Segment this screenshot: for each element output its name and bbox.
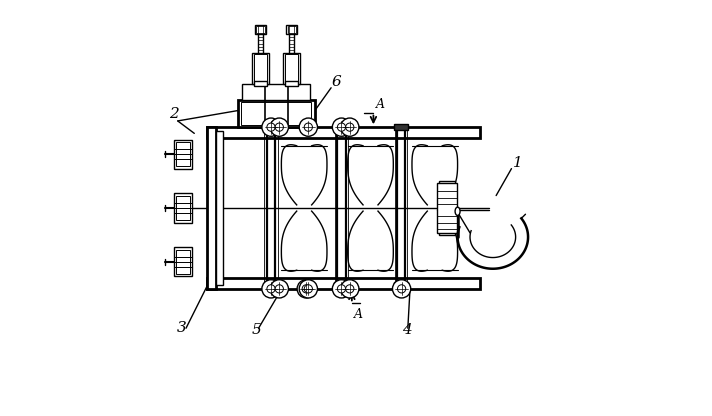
Ellipse shape [455,207,460,215]
Circle shape [337,123,345,131]
Text: 1: 1 [513,156,523,170]
Circle shape [304,285,313,293]
Circle shape [346,123,354,131]
Circle shape [297,280,315,298]
Text: 5: 5 [251,324,261,337]
Text: A: A [355,308,363,321]
Bar [254,81,267,86]
Circle shape [337,285,345,293]
Circle shape [302,285,310,293]
Circle shape [262,280,280,298]
Text: A: A [376,99,385,111]
Bar [255,25,266,34]
Bar [238,100,315,127]
Bar [256,26,265,32]
Circle shape [262,118,280,136]
Circle shape [267,285,275,293]
Bar [176,143,190,166]
Bar [174,248,192,276]
Circle shape [346,285,354,293]
Bar [174,193,192,223]
Bar [286,25,297,34]
Circle shape [267,123,275,131]
Circle shape [333,280,350,298]
Bar [242,84,310,100]
Bar [252,52,269,84]
Bar [437,183,457,233]
Bar [285,81,298,86]
Bar [263,282,278,289]
Bar [439,181,455,235]
Bar [176,196,190,220]
Circle shape [392,280,411,298]
Bar [206,127,216,289]
Bar [241,102,311,125]
Bar [176,250,190,273]
Bar [174,140,192,168]
Bar [263,124,278,131]
Text: 6: 6 [331,75,341,89]
Bar [206,127,481,138]
Bar [334,124,348,131]
Circle shape [340,280,359,298]
Circle shape [333,118,350,136]
Circle shape [276,123,283,131]
Circle shape [270,280,288,298]
Text: 2: 2 [169,106,178,121]
Text: 3: 3 [177,322,187,335]
Circle shape [340,118,359,136]
Circle shape [299,280,318,298]
Bar [285,54,298,82]
Bar [394,124,408,131]
Circle shape [304,123,313,131]
Text: 4: 4 [402,324,412,337]
Bar [334,282,348,289]
Bar [283,52,300,84]
Circle shape [276,285,283,293]
Circle shape [397,285,406,293]
Circle shape [299,118,318,136]
Bar [216,131,224,285]
Circle shape [270,118,288,136]
Bar [254,54,267,82]
Bar [288,26,296,32]
Bar [394,282,408,289]
Bar [206,278,481,289]
